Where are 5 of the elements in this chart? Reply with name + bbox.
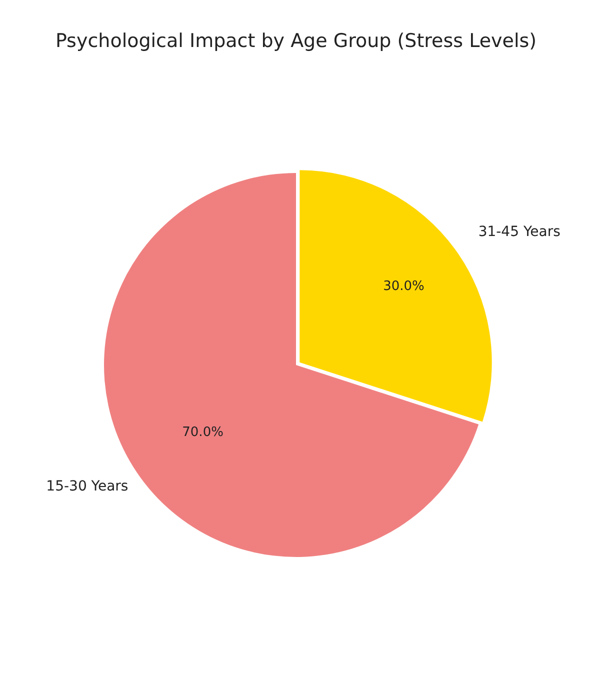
data-label: 30.0% (383, 279, 424, 294)
data-label: 70.0% (182, 425, 224, 440)
chart-title: Psychological Impact by Age Group (Stress Levels) (54, 30, 538, 52)
slice-label: 31-45 Years (478, 224, 560, 240)
slice-label: 15-30 Years (46, 478, 128, 495)
